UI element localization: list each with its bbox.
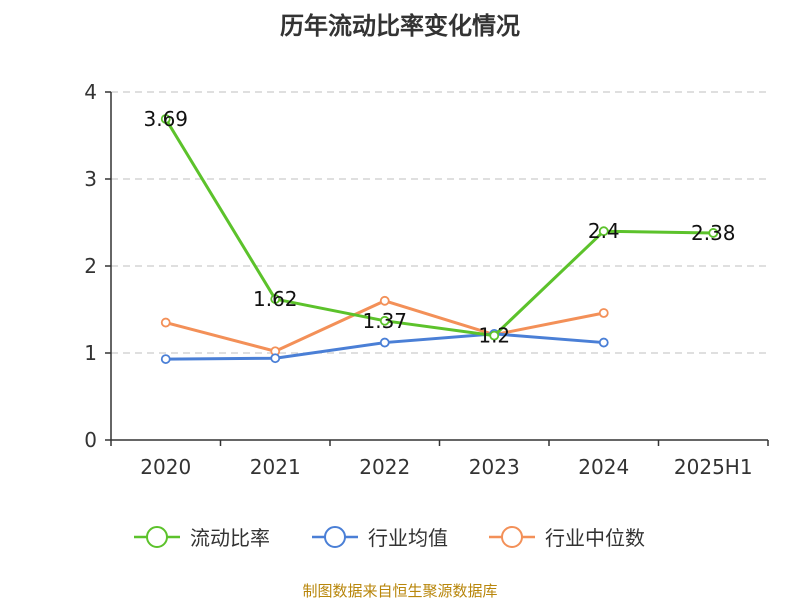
legend-marker	[501, 526, 523, 548]
data-point	[598, 226, 609, 237]
y-tick-label: 2	[84, 254, 97, 278]
data-label: 1.62	[253, 287, 298, 311]
source-note: 制图数据来自恒生聚源数据库	[302, 582, 497, 600]
data-point	[379, 315, 390, 326]
data-point	[270, 353, 281, 364]
y-tick-label: 3	[84, 167, 97, 191]
data-point	[708, 228, 719, 238]
data-point	[270, 294, 281, 304]
y-tick-label: 4	[84, 80, 97, 104]
data-point	[598, 337, 609, 348]
data-point	[379, 337, 390, 348]
x-tick-label: 2023	[469, 455, 520, 479]
data-point	[160, 317, 171, 328]
y-tick-label: 1	[84, 341, 97, 365]
x-tick-label: 2021	[250, 455, 301, 479]
data-point	[160, 354, 171, 364]
data-label: 1.37	[362, 309, 407, 333]
legend-label: 行业均值	[368, 526, 448, 550]
x-tick-label: 2025H1	[674, 455, 753, 479]
chart-title: 历年流动比率变化情况	[280, 12, 520, 40]
data-label: 1.2	[478, 324, 510, 348]
data-point	[598, 308, 609, 318]
series-layer	[160, 114, 719, 364]
data-labels: 3.69 1.62 1.37 1.2 2.4 2.38	[143, 107, 735, 348]
x-tick-label: 2024	[578, 455, 629, 479]
legend-marker	[324, 526, 346, 548]
series-line-0	[164, 118, 714, 338]
y-tick-label: 0	[84, 428, 97, 452]
data-label: 3.69	[143, 107, 188, 131]
grid	[111, 91, 768, 354]
data-label: 2.4	[588, 219, 620, 243]
axes: 0 1 2 3 4 2020 2021 2022 2023 2024 2025H1	[84, 80, 769, 479]
x-tick-label: 2022	[359, 455, 410, 479]
data-point	[489, 330, 500, 341]
data-label: 2.38	[691, 221, 736, 245]
legend-marker	[146, 526, 168, 548]
legend-label: 行业中位数	[545, 526, 645, 550]
legend: 流动比率 行业均值 行业中位数	[134, 526, 645, 550]
data-point	[379, 295, 390, 306]
data-point	[160, 114, 171, 124]
legend-label: 流动比率	[190, 526, 270, 550]
x-tick-label: 2020	[140, 455, 191, 479]
